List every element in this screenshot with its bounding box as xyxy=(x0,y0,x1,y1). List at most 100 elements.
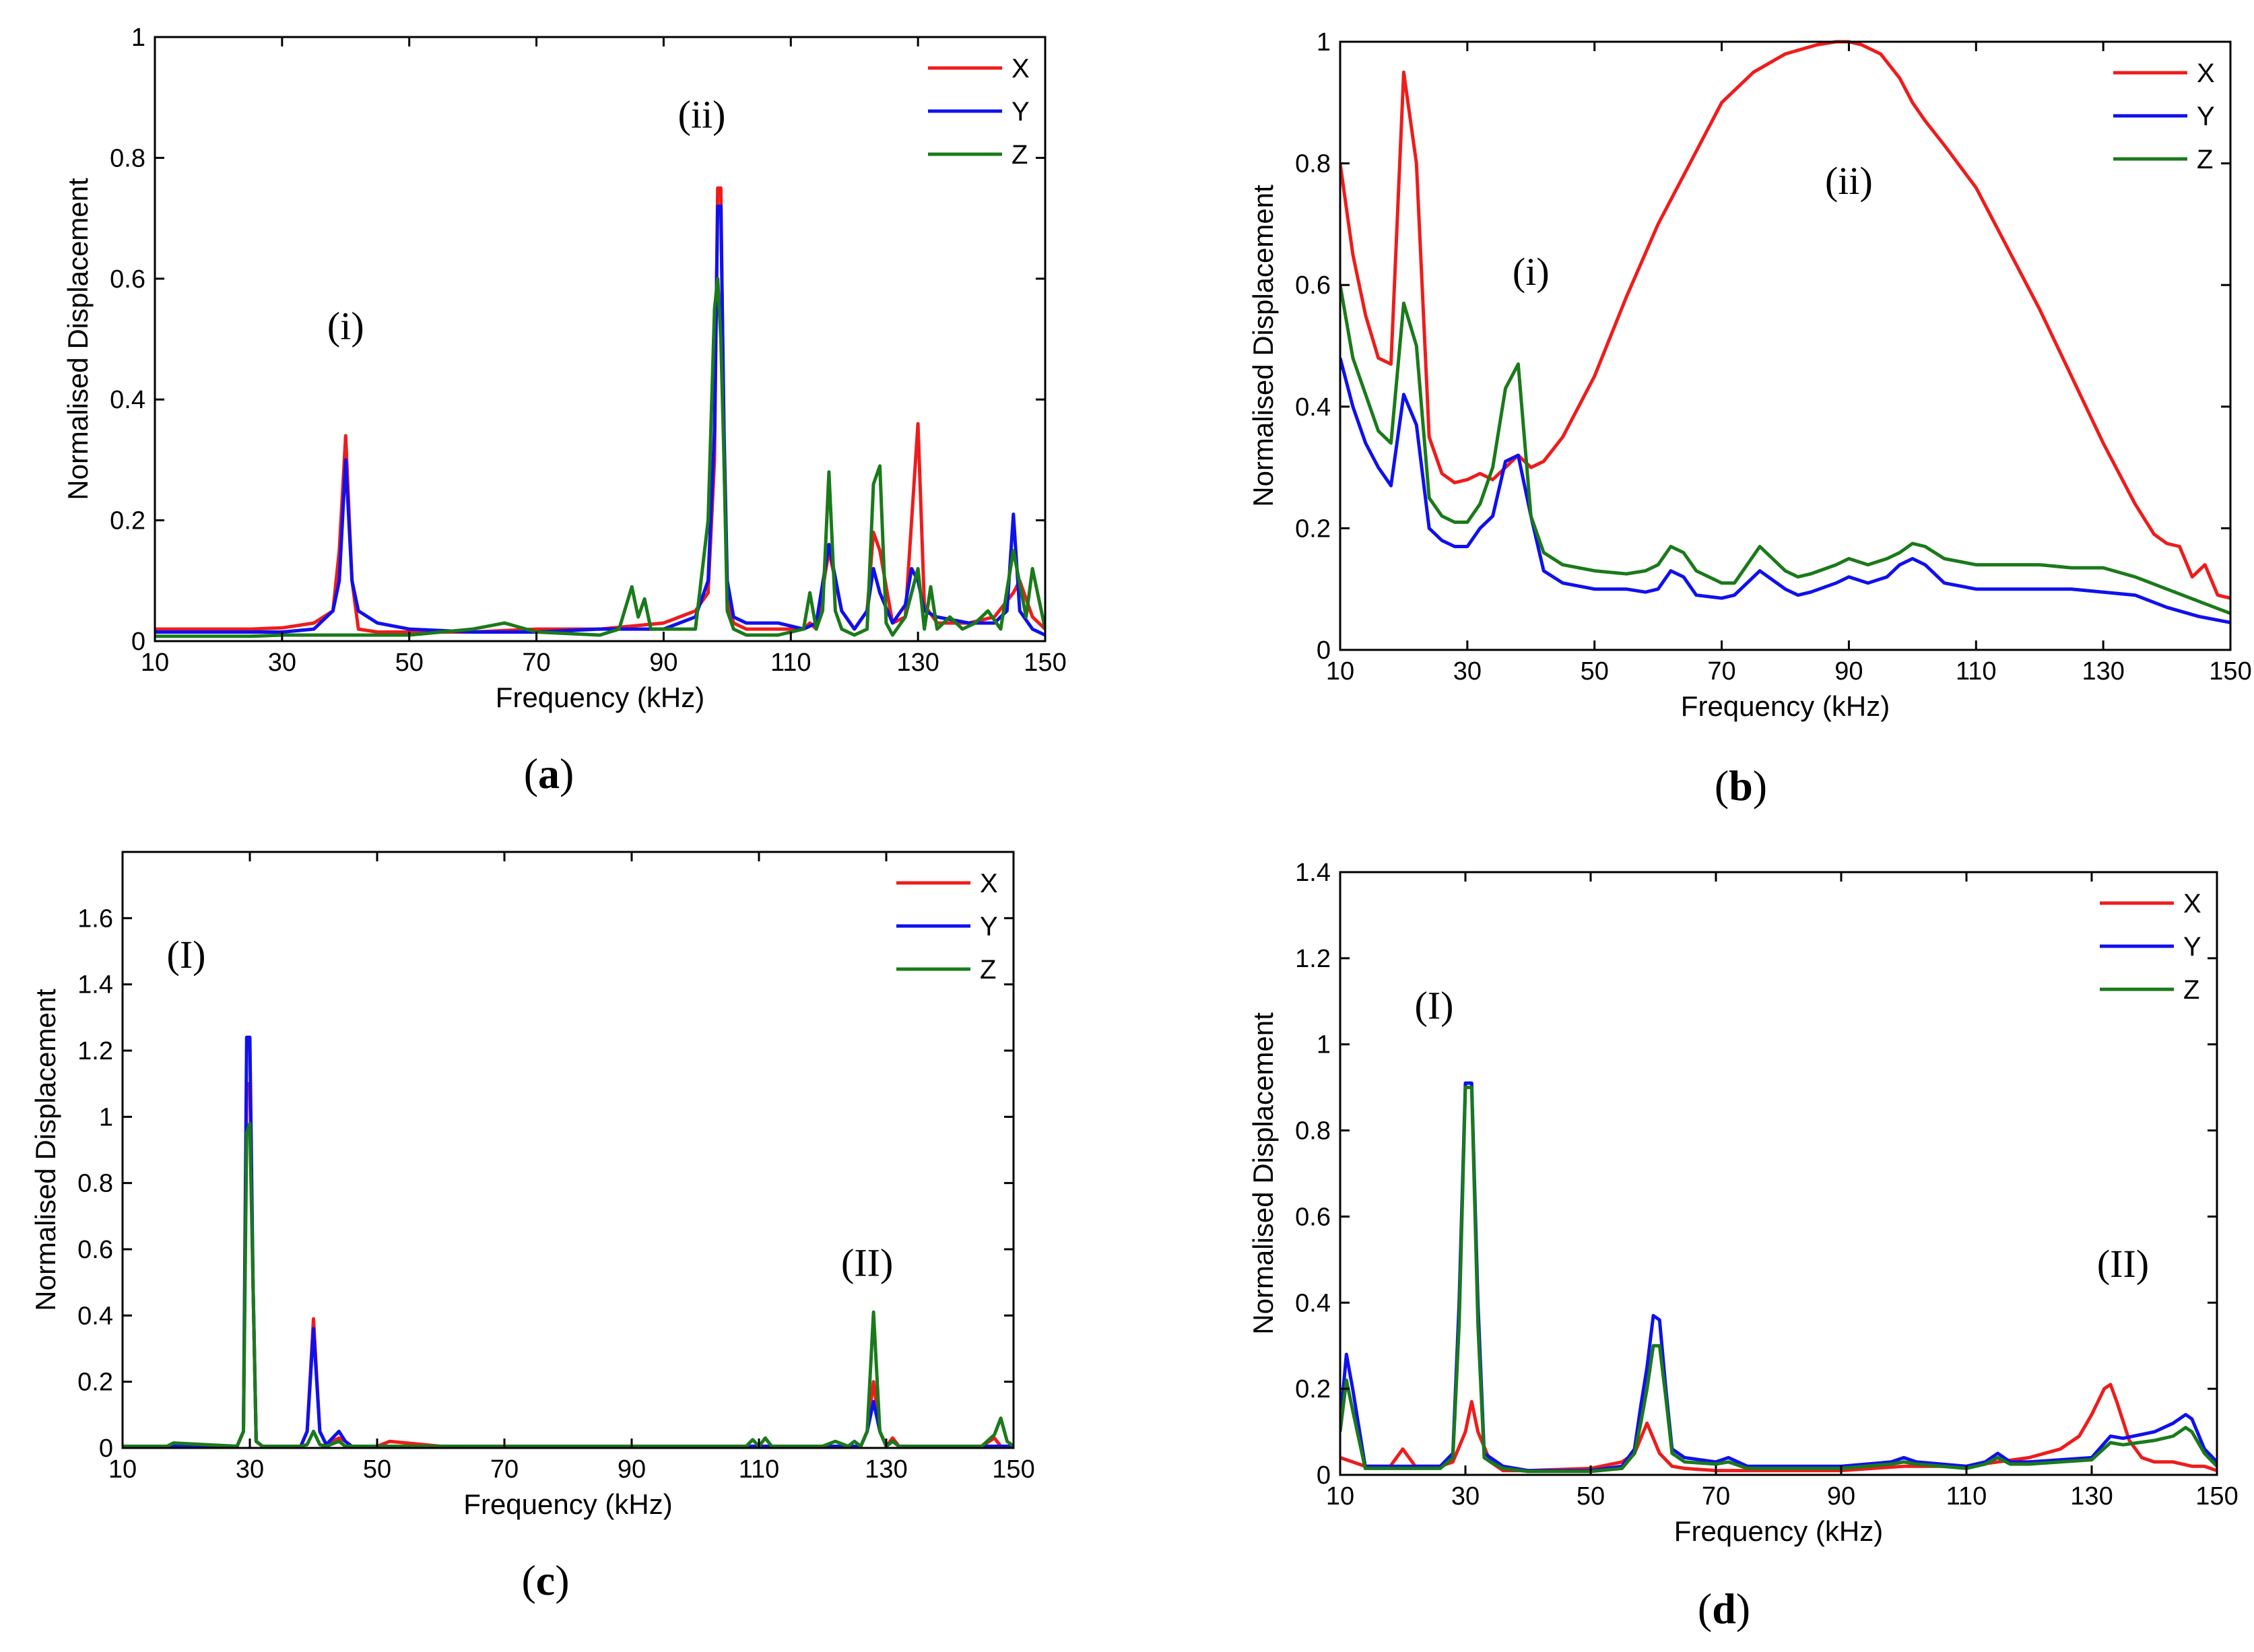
y-tick-label: 0.8 xyxy=(1295,150,1331,178)
legend-label-x: X xyxy=(980,869,998,898)
y-axis-label: Normalised Displacement xyxy=(1247,185,1279,507)
panel-caption: (d) xyxy=(1698,1585,1750,1632)
caption-open: ( xyxy=(524,750,538,797)
y-tick-label: 1.2 xyxy=(77,1037,113,1065)
y-tick-label: 0.4 xyxy=(1295,393,1331,422)
caption-close: ) xyxy=(560,750,574,797)
y-tick-label: 1.4 xyxy=(77,971,113,999)
y-tick-label: 0.4 xyxy=(110,386,145,414)
x-tick-label: 70 xyxy=(1707,657,1735,686)
legend: XYZ xyxy=(928,54,1030,170)
x-tick-label: 130 xyxy=(2070,1482,2113,1511)
x-axis-label: Frequency (kHz) xyxy=(1674,1515,1883,1547)
y-tick-label: 0.4 xyxy=(1295,1289,1331,1317)
peak-annotation: (I) xyxy=(1415,983,1454,1027)
caption-letter: d xyxy=(1712,1585,1736,1632)
x-tick-label: 10 xyxy=(1326,657,1354,686)
legend-label-z: Z xyxy=(2197,145,2213,174)
x-tick-label: 10 xyxy=(1326,1482,1354,1511)
caption-open: ( xyxy=(1715,762,1729,810)
series-line-z xyxy=(1340,1086,2217,1474)
x-tick-label: 90 xyxy=(1827,1482,1855,1511)
peak-annotation: (II) xyxy=(841,1241,893,1284)
x-tick-label: 90 xyxy=(649,649,677,677)
x-tick-label: 70 xyxy=(490,1455,519,1484)
peak-annotation: (II) xyxy=(2097,1242,2149,1286)
x-tick-label: 50 xyxy=(1581,657,1609,686)
y-tick-label: 1 xyxy=(1317,1031,1331,1059)
y-tick-label: 0.6 xyxy=(1295,271,1331,300)
y-axis-label: Normalised Displacement xyxy=(1247,1012,1279,1335)
series-line-y xyxy=(1340,357,2230,624)
series-line-x xyxy=(1340,40,2230,600)
y-tick-label: 0.8 xyxy=(1295,1117,1331,1146)
x-axis-label: Frequency (kHz) xyxy=(496,682,704,713)
peak-annotation: (I) xyxy=(167,933,206,977)
x-tick-label: 10 xyxy=(108,1455,137,1484)
x-tick-label: 150 xyxy=(1024,649,1066,677)
x-tick-label: 50 xyxy=(1577,1482,1605,1511)
x-tick-label: 130 xyxy=(896,649,939,677)
x-tick-label: 30 xyxy=(268,649,296,677)
legend-label-y: Y xyxy=(980,912,998,941)
plot-area xyxy=(1340,1081,2217,1474)
x-tick-label: 150 xyxy=(2209,657,2251,686)
y-tick-label: 0.8 xyxy=(77,1170,113,1198)
axes-frame xyxy=(1339,871,2218,1476)
y-tick-label: 0.8 xyxy=(110,144,145,172)
y-tick-label: 1 xyxy=(1317,28,1331,57)
x-tick-label: 150 xyxy=(992,1455,1034,1484)
caption-close: ) xyxy=(555,1556,569,1604)
peak-annotation: (i) xyxy=(1513,250,1550,294)
caption-close: ) xyxy=(1753,762,1767,810)
caption-open: ( xyxy=(1698,1585,1712,1632)
axes-frame xyxy=(154,36,1047,642)
x-tick-label: 50 xyxy=(363,1455,391,1484)
caption-letter: c xyxy=(536,1556,555,1604)
chart-panel-c: 10 30 50 70 90 110 130 150 0 0.2 0.4 0.6 0.8 1 1.2 1.4 1… xyxy=(30,851,1035,1604)
y-tick-label: 0.6 xyxy=(1295,1203,1331,1231)
series-line-z xyxy=(1340,284,2230,616)
y-tick-label: 1.4 xyxy=(1295,859,1331,887)
chart-panel-b: 10 30 50 70 90 110 130 150 0 0.2 0.4 0.6 0.8 1 Frequen… xyxy=(1247,28,2252,810)
series-line-z xyxy=(155,277,1045,638)
peak-annotation: (i) xyxy=(327,304,364,348)
caption-close: ) xyxy=(1736,1585,1750,1632)
y-tick-label: 0 xyxy=(1317,636,1331,665)
y-tick-label: 1.2 xyxy=(1295,945,1331,973)
y-tick-label: 0 xyxy=(1317,1461,1331,1490)
y-tick-label: 1 xyxy=(99,1103,113,1131)
chart-panel-d: 10 30 50 70 90 110 130 150 0 0.2 0.4 0.6 0.8 1 1.2 1.4 F… xyxy=(1247,859,2239,1632)
x-axis-label: Frequency (kHz) xyxy=(463,1488,672,1520)
caption-letter: a xyxy=(538,750,560,797)
peak-annotation: (ii) xyxy=(1825,159,1873,203)
series-line-x xyxy=(155,186,1045,634)
legend-label-y: Y xyxy=(1012,97,1030,127)
x-tick-label: 10 xyxy=(141,649,169,677)
y-tick-label: 0.2 xyxy=(110,507,145,535)
panel-caption: (a) xyxy=(524,750,574,797)
y-axis-label: Normalised Displacement xyxy=(30,989,61,1311)
y-tick-label: 0.2 xyxy=(77,1368,113,1397)
x-tick-label: 70 xyxy=(1702,1482,1730,1511)
x-tick-label: 110 xyxy=(739,1455,780,1484)
legend-label-x: X xyxy=(2183,889,2201,919)
x-tick-label: 70 xyxy=(522,649,550,677)
caption-open: ( xyxy=(521,1556,535,1604)
legend-label-y: Y xyxy=(2183,932,2201,962)
y-tick-label: 0.2 xyxy=(1295,515,1331,543)
legend: XYZ xyxy=(2113,59,2215,174)
x-tick-label: 90 xyxy=(618,1455,646,1484)
x-tick-label: 130 xyxy=(2082,657,2124,686)
legend-label-z: Z xyxy=(980,955,996,985)
plot-area xyxy=(1340,40,2230,624)
y-tick-label: 0.2 xyxy=(1295,1375,1331,1403)
legend: XYZ xyxy=(2100,889,2201,1005)
y-tick-label: 0.6 xyxy=(110,265,145,294)
legend: XYZ xyxy=(896,869,998,985)
x-axis-label: Frequency (kHz) xyxy=(1681,690,1890,722)
peak-annotation: (ii) xyxy=(678,93,726,137)
panel-caption: (c) xyxy=(521,1556,569,1604)
legend-label-z: Z xyxy=(1012,140,1028,170)
x-tick-label: 30 xyxy=(236,1455,264,1484)
